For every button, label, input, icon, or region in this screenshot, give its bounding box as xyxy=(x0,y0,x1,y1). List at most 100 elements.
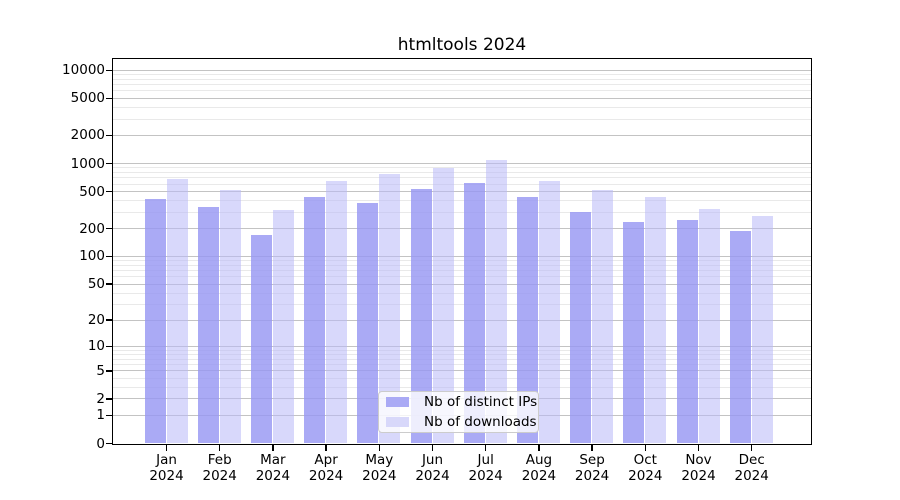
x-tick-label: May 2024 xyxy=(339,452,419,484)
bar-distinct-ips xyxy=(516,197,538,443)
y-tick-mark xyxy=(105,255,112,258)
x-tick-mark xyxy=(591,445,593,451)
x-tick-label-line: 2024 xyxy=(202,468,237,484)
bar-distinct-ips xyxy=(304,197,326,443)
x-tick-label: Aug 2024 xyxy=(499,452,579,484)
y-tick-label: 50 xyxy=(87,276,105,293)
bar-distinct-ips xyxy=(144,198,166,443)
y-tick-label: 100 xyxy=(79,248,105,265)
bar-downloads xyxy=(751,216,773,443)
x-tick-label-line: Jan xyxy=(156,452,177,468)
legend-item-downloads: Nb of downloads xyxy=(379,412,538,432)
x-tick-label-line: 2024 xyxy=(521,468,557,484)
y-tick-mark xyxy=(105,283,112,285)
x-tick-label-line: May xyxy=(365,452,394,468)
gridline-minor xyxy=(113,349,811,351)
x-tick-label: Nov 2024 xyxy=(659,452,739,484)
y-tick-label: 1 xyxy=(96,407,105,424)
x-tick-mark xyxy=(325,445,327,451)
legend-label-distinct-ips: Nb of distinct IPs xyxy=(424,394,538,410)
y-tick-label: 500 xyxy=(79,183,105,200)
x-tick-label: Jan 2024 xyxy=(127,452,207,484)
x-tick-label-line: 2024 xyxy=(362,468,397,484)
y-tick-mark xyxy=(105,134,112,137)
x-tick-mark xyxy=(644,445,647,451)
x-tick-label-line: 2024 xyxy=(734,468,769,484)
gridline-minor xyxy=(113,200,811,202)
y-tick-label: 2000 xyxy=(70,127,105,144)
x-tick-label-line: 2024 xyxy=(308,468,344,484)
bar-downloads xyxy=(645,196,667,443)
y-tick-label: 1000 xyxy=(70,155,105,172)
gridline-major xyxy=(113,283,811,285)
y-tick-mark xyxy=(105,345,112,348)
bar-distinct-ips xyxy=(357,202,379,443)
plot-area: Nb of distinct IPs Nb of downloads xyxy=(112,58,812,445)
gridline-minor xyxy=(113,353,811,355)
gridline-minor xyxy=(113,264,811,266)
gridline-minor xyxy=(113,177,811,179)
x-tick-label-line: 2024 xyxy=(468,468,503,484)
y-tick-label: 0 xyxy=(96,435,105,452)
y-tick-mark xyxy=(105,442,112,445)
x-tick-label: Jun 2024 xyxy=(393,452,473,484)
y-tick-label: 10000 xyxy=(62,62,105,79)
x-tick-label: Dec 2024 xyxy=(712,452,792,484)
bar-layer xyxy=(113,59,811,444)
gridline-major xyxy=(113,163,811,165)
x-tick-label-line: Dec xyxy=(738,452,765,468)
bar-downloads xyxy=(698,208,720,443)
bar-downloads xyxy=(272,210,294,443)
y-tick-label: 5 xyxy=(96,362,105,379)
x-tick-mark xyxy=(378,445,381,451)
x-tick-mark xyxy=(272,445,274,451)
x-tick-mark xyxy=(538,445,540,451)
bar-downloads xyxy=(379,174,401,443)
y-tick-mark xyxy=(105,414,112,417)
x-tick-label-line: Apr xyxy=(314,452,338,468)
gridline-minor xyxy=(113,84,811,86)
legend-item-distinct-ips: Nb of distinct IPs xyxy=(379,392,538,412)
legend-swatch-distinct-ips xyxy=(386,397,409,407)
y-tick-label: 20 xyxy=(87,312,105,329)
gridline-minor xyxy=(113,90,811,92)
x-tick-label-line: Feb xyxy=(207,452,232,468)
bar-downloads xyxy=(166,179,188,443)
y-tick-mark xyxy=(105,319,112,321)
bar-downloads xyxy=(538,181,560,443)
gridline-minor xyxy=(113,167,811,169)
gridline-minor xyxy=(113,270,811,272)
x-tick-label: Feb 2024 xyxy=(180,452,260,484)
bar-downloads xyxy=(485,159,507,443)
y-tick-label: 10 xyxy=(87,338,105,355)
bar-distinct-ips xyxy=(197,206,219,443)
y-tick-mark xyxy=(105,69,112,72)
gridline-minor xyxy=(113,118,811,120)
x-tick-label: Sep 2024 xyxy=(552,452,632,484)
bar-downloads xyxy=(432,168,454,443)
y-tick-label: 5000 xyxy=(70,90,105,107)
bar-distinct-ips xyxy=(676,219,698,443)
bar-distinct-ips xyxy=(410,188,432,443)
x-tick-label-line: Jul xyxy=(477,452,494,468)
gridline-major xyxy=(113,97,811,99)
gridline-major xyxy=(113,319,811,321)
gridline-minor xyxy=(113,303,811,305)
x-tick-label-line: Nov xyxy=(685,452,712,468)
x-tick-mark xyxy=(750,445,753,451)
x-tick-label: Apr 2024 xyxy=(286,452,366,484)
bar-distinct-ips xyxy=(729,231,751,443)
x-tick-label-line: Jun xyxy=(421,452,444,468)
x-tick-mark xyxy=(697,445,700,451)
gridline-major xyxy=(113,191,811,193)
legend-swatch-downloads xyxy=(386,417,409,427)
x-tick-mark xyxy=(218,445,221,451)
x-tick-mark xyxy=(431,445,434,451)
gridline-minor xyxy=(113,74,811,76)
legend: Nb of distinct IPs Nb of downloads xyxy=(378,391,539,433)
gridline-major xyxy=(113,370,811,372)
x-tick-label-line: Sep xyxy=(579,452,605,468)
x-tick-label: Mar 2024 xyxy=(233,452,313,484)
gridline-major xyxy=(113,255,811,257)
